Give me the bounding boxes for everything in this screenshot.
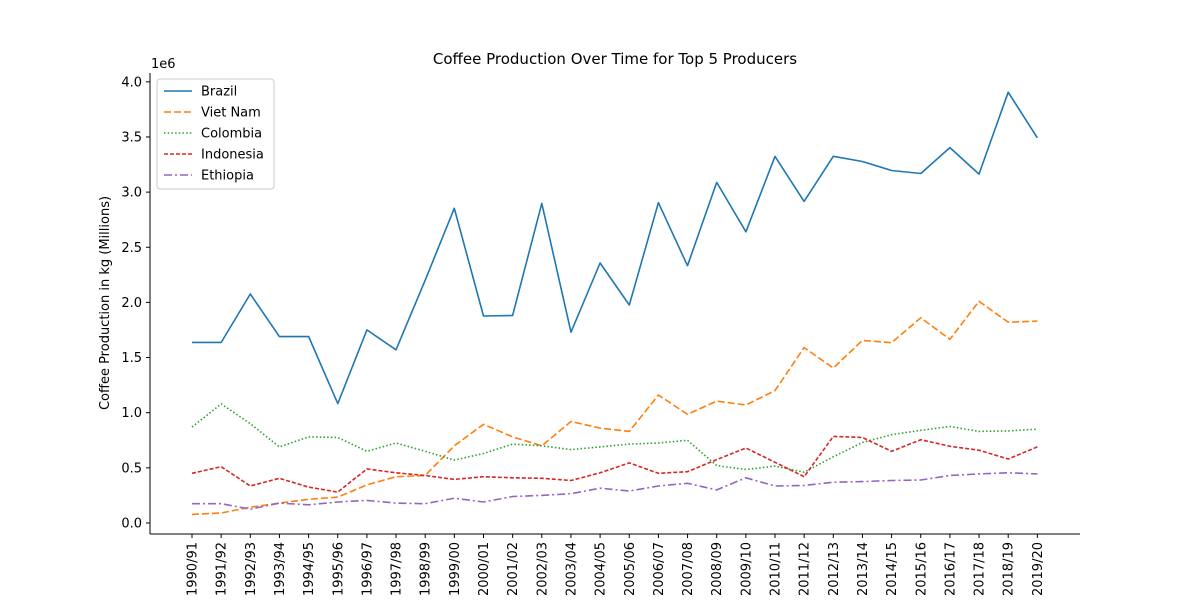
chart-title: Coffee Production Over Time for Top 5 Pr…: [433, 50, 797, 68]
x-tick-label: 2013/14: [856, 542, 871, 596]
x-tick-label: 2010/11: [769, 542, 784, 596]
x-tick-label: 1991/92: [215, 542, 230, 596]
y-tick-label: 4.0: [121, 75, 142, 90]
y-tick-label: 0.5: [121, 461, 142, 476]
y-tick-label: 3.5: [121, 130, 142, 145]
x-tick-label: 1996/97: [360, 542, 375, 596]
y-tick-label: 3.0: [121, 186, 142, 201]
x-tick-label: 2006/07: [652, 542, 667, 596]
plot-area: 0.0 0.5 1.0 1.5 2.0 2.5 3.0 3.5 4.0 1990/91 1991/9…: [121, 73, 1080, 596]
y-offset-label: 1e6: [151, 57, 176, 72]
x-tick-label: 2008/09: [710, 542, 725, 596]
x-tick-label: 2007/08: [681, 542, 696, 596]
series-line-brazil: [192, 91, 1038, 405]
x-tick-label: 2019/20: [1031, 542, 1046, 596]
y-tick-label: 1.0: [121, 406, 142, 421]
x-tick-label: 1994/95: [302, 542, 317, 596]
legend-label: Brazil: [201, 85, 237, 100]
legend-label: Colombia: [201, 127, 262, 142]
x-tick-label: 2002/03: [535, 542, 550, 596]
x-tick-label: 2014/15: [885, 542, 900, 596]
x-tick-label: 1997/98: [390, 542, 405, 596]
x-tick-label: 2015/16: [914, 542, 929, 596]
x-tick-label: 1995/96: [331, 542, 346, 596]
legend-label: Viet Nam: [201, 106, 261, 121]
x-tick-label: 2018/19: [1002, 542, 1017, 596]
x-tick-label: 2016/17: [943, 542, 958, 596]
x-tick-label: 2003/04: [564, 542, 579, 596]
legend: Brazil Viet Nam Colombia Indonesia Ethiopia: [156, 78, 275, 190]
series-line-viet-nam: [191, 300, 1038, 516]
x-tick-label: 1999/00: [448, 542, 463, 596]
legend-box: [156, 78, 275, 190]
x-tick-label: 2017/18: [973, 542, 988, 596]
series-line-ethiopia: [192, 471, 1038, 511]
series-line-indonesia: [191, 435, 1038, 493]
x-tick-label: 1993/94: [273, 542, 288, 596]
legend-label: Indonesia: [201, 148, 264, 163]
x-tick-label: 2004/05: [594, 542, 609, 596]
y-tick-label: 2.5: [121, 241, 142, 256]
y-tick-label: 1.5: [121, 351, 142, 366]
x-tick-label: 1992/93: [244, 542, 259, 596]
legend-label: Ethiopia: [201, 169, 254, 184]
x-tick-label: 2011/12: [798, 542, 813, 596]
x-tick-label: 1990/91: [186, 542, 201, 596]
x-tick-label: 2009/10: [739, 542, 754, 596]
y-tick-label: 2.0: [121, 296, 142, 311]
x-tick-label: 2001/02: [506, 542, 521, 596]
y-axis-label: Coffee Production in kg (Millions): [98, 196, 113, 410]
series-line-colombia: [191, 403, 1038, 474]
x-tick-label: 2005/06: [623, 542, 638, 596]
x-tick-label: 2000/01: [477, 542, 492, 596]
y-tick-label: 0.0: [121, 516, 142, 531]
x-tick-label: 1998/99: [419, 542, 434, 596]
x-tick-label: 2012/13: [827, 542, 842, 596]
